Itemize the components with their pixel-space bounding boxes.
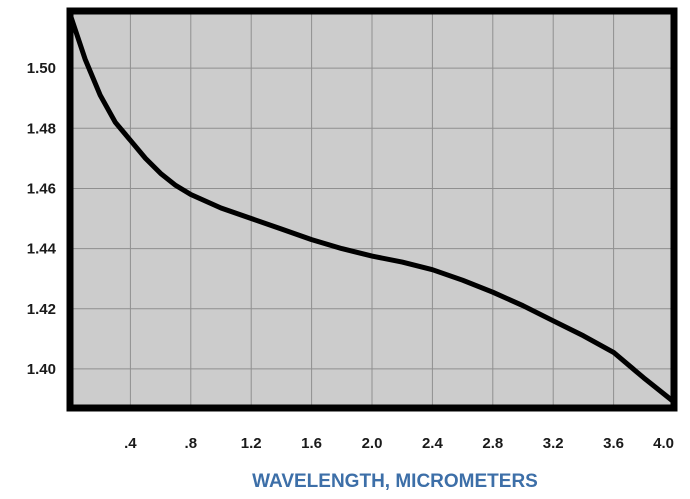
x-axis-ticks: .4 .8 1.2 1.6 2.0 2.4 2.8 3.2 3.6 4.0 bbox=[124, 435, 674, 452]
y-tick-label: 1.48 bbox=[27, 120, 56, 137]
plot-frame bbox=[66, 7, 678, 412]
y-tick-label: 1.44 bbox=[27, 241, 57, 258]
x-tick-label: .8 bbox=[185, 435, 198, 452]
y-tick-label: 1.40 bbox=[27, 361, 56, 378]
x-tick-label: 1.6 bbox=[301, 435, 322, 452]
x-tick-label: .4 bbox=[124, 435, 137, 452]
x-tick-label: 3.6 bbox=[603, 435, 624, 452]
x-tick-label: 2.8 bbox=[482, 435, 503, 452]
x-tick-label: 2.0 bbox=[362, 435, 383, 452]
x-axis-label: WAVELENGTH, MICROMETERS bbox=[252, 471, 538, 492]
y-tick-label: 1.42 bbox=[27, 301, 56, 318]
y-tick-label: 1.50 bbox=[27, 60, 56, 77]
x-tick-label: 1.2 bbox=[241, 435, 262, 452]
series-line bbox=[67, 11, 677, 405]
y-tick-label: 1.46 bbox=[27, 180, 56, 197]
y-axis-ticks: 1.40 1.42 1.44 1.46 1.48 1.50 bbox=[27, 60, 57, 378]
x-tick-label: 2.4 bbox=[422, 435, 444, 452]
x-tick-label: 3.2 bbox=[543, 435, 564, 452]
x-tick-label: 4.0 bbox=[653, 435, 674, 452]
